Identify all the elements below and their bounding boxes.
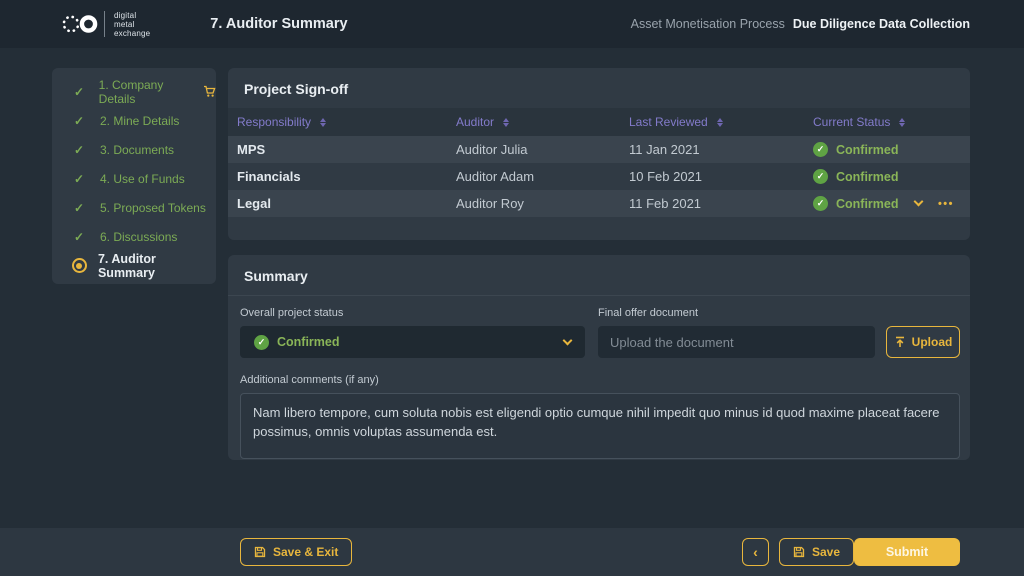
summary-card-title: Summary — [244, 268, 308, 284]
check-icon: ✓ — [74, 171, 85, 186]
check-icon: ✓ — [74, 84, 85, 99]
additional-comments-textarea[interactable]: Nam libero tempore, cum soluta nobis est… — [240, 393, 960, 459]
logo-wordmark: digital metal exchange — [114, 11, 150, 38]
sidebar-item-label: 5. Proposed Tokens — [100, 200, 206, 215]
sidebar-item-company-details[interactable]: ✓ 1. Company Details — [52, 77, 216, 106]
status-label: Confirmed — [836, 142, 899, 157]
column-header-responsibility[interactable]: Responsibility — [228, 115, 447, 129]
sidebar-item-proposed-tokens[interactable]: ✓ 5. Proposed Tokens — [52, 193, 216, 222]
upload-icon — [895, 336, 904, 347]
sidebar-item-label: 1. Company Details — [98, 77, 164, 106]
save-button[interactable]: Save — [779, 538, 855, 566]
sidebar-item-documents[interactable]: ✓ 3. Documents — [52, 135, 216, 164]
row-actions-menu-icon[interactable]: ••• — [937, 197, 954, 210]
back-chevron-icon: ‹ — [753, 544, 758, 560]
back-button[interactable]: ‹ — [742, 538, 769, 566]
cell-last-reviewed: 11 Jan 2021 — [629, 142, 700, 157]
breadcrumb-stage: Due Diligence Data Collection — [792, 17, 970, 31]
current-step-radio-icon — [72, 258, 87, 273]
save-label: Save — [812, 545, 841, 559]
comments-label: Additional comments (if any) — [240, 374, 379, 386]
cell-auditor: Auditor Adam — [456, 169, 535, 184]
cell-responsibility: MPS — [237, 142, 266, 157]
cell-auditor: Auditor Julia — [456, 142, 528, 157]
logo-word-1: digital — [114, 10, 137, 20]
cell-responsibility: Legal — [237, 196, 271, 211]
sort-icon — [899, 117, 906, 127]
cell-status: ✓ Confirmed — [804, 169, 970, 184]
table-header-row: Responsibility Auditor Last Reviewed Cur… — [228, 108, 970, 136]
sort-icon — [716, 117, 723, 127]
sidebar-item-discussions[interactable]: ✓ 6. Discussions — [52, 222, 216, 251]
status-chevron-down-icon[interactable] — [913, 196, 923, 207]
status-label: Confirmed — [836, 169, 899, 184]
cell-last-reviewed: 10 Feb 2021 — [629, 169, 703, 184]
save-and-exit-button[interactable]: Save & Exit — [240, 538, 353, 566]
cell-last-reviewed: 11 Feb 2021 — [629, 196, 702, 211]
check-icon: ✓ — [74, 200, 85, 215]
status-check-icon: ✓ — [813, 169, 828, 184]
save-icon — [254, 546, 266, 558]
sort-icon — [320, 117, 327, 127]
overall-status-label: Overall project status — [240, 307, 344, 319]
check-icon: ✓ — [74, 142, 85, 157]
upload-button-label: Upload — [911, 335, 953, 349]
project-signoff-card: Project Sign-off Responsibility Auditor … — [228, 68, 970, 240]
column-header-current-status[interactable]: Current Status — [804, 115, 970, 129]
check-icon: ✓ — [74, 113, 85, 128]
status-check-icon: ✓ — [254, 334, 269, 350]
signoff-card-title: Project Sign-off — [244, 81, 349, 97]
breadcrumb: Asset Monetisation Process Due Diligence… — [631, 17, 970, 31]
sidebar-item-label: 2. Mine Details — [100, 113, 180, 128]
table-row: MPS Auditor Julia 11 Jan 2021 ✓ Confirme… — [228, 136, 970, 163]
logo-word-2: metal — [114, 19, 135, 29]
cell-responsibility: Financials — [237, 169, 301, 184]
cell-status: ✓ Confirmed ••• — [804, 196, 970, 211]
sidebar-item-mine-details[interactable]: ✓ 2. Mine Details — [52, 106, 216, 135]
save-exit-label: Save & Exit — [273, 545, 339, 559]
header-bar: digital metal exchange 7. Auditor Summar… — [0, 0, 1024, 48]
logo-word-3: exchange — [114, 28, 151, 38]
sidebar-item-label: 4. Use of Funds — [100, 171, 185, 186]
final-offer-document-input[interactable] — [598, 326, 875, 358]
divider — [228, 295, 970, 296]
upload-button[interactable]: Upload — [886, 326, 960, 358]
sort-icon — [503, 117, 510, 127]
chevron-down-icon — [562, 335, 573, 345]
logo-mark-icon — [62, 15, 98, 33]
cart-icon[interactable] — [203, 85, 216, 98]
footer-bar: Save & Exit ‹ Save Submit — [0, 528, 1024, 576]
status-check-icon: ✓ — [813, 142, 828, 157]
sidebar-item-use-of-funds[interactable]: ✓ 4. Use of Funds — [52, 164, 216, 193]
summary-card: Summary Overall project status ✓ Confirm… — [228, 255, 970, 460]
submit-button[interactable]: Submit — [854, 538, 960, 566]
dropdown-selected-value: Confirmed — [277, 335, 340, 349]
sidebar-item-label: 3. Documents — [100, 142, 175, 157]
table-row: Legal Auditor Roy 11 Feb 2021 ✓ Confirme… — [228, 190, 970, 217]
breadcrumb-process: Asset Monetisation Process — [630, 17, 785, 31]
column-header-auditor[interactable]: Auditor — [447, 115, 620, 129]
page-title: 7. Auditor Summary — [210, 16, 348, 32]
status-label: Confirmed — [836, 196, 899, 211]
sidebar-item-label: 7. Auditor Summary — [97, 251, 156, 280]
check-icon: ✓ — [74, 229, 85, 244]
steps-sidebar: ✓ 1. Company Details ✓ 2. Mine Details ✓… — [52, 68, 216, 284]
cell-auditor: Auditor Roy — [456, 196, 524, 211]
column-header-last-reviewed[interactable]: Last Reviewed — [620, 115, 804, 129]
save-icon — [793, 546, 805, 558]
final-offer-label: Final offer document — [598, 307, 699, 319]
table-row: Financials Auditor Adam 10 Feb 2021 ✓ Co… — [228, 163, 970, 190]
logo: digital metal exchange — [62, 11, 150, 38]
sidebar-item-label: 6. Discussions — [100, 229, 178, 244]
sidebar-item-auditor-summary[interactable]: 7. Auditor Summary — [52, 251, 216, 280]
logo-divider — [104, 11, 105, 37]
overall-status-dropdown[interactable]: ✓ Confirmed — [240, 326, 585, 358]
status-check-icon: ✓ — [813, 196, 828, 211]
cell-status: ✓ Confirmed — [804, 142, 970, 157]
